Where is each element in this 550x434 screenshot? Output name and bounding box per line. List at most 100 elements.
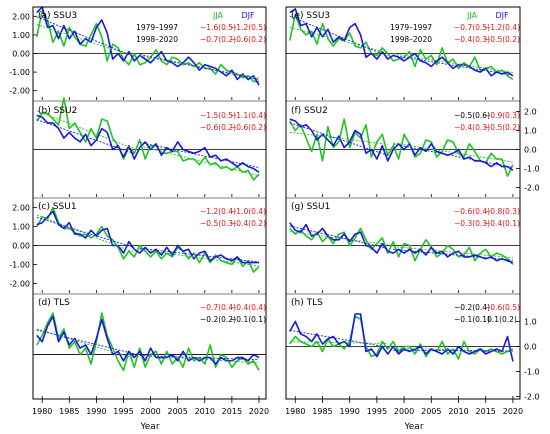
y-tick-label: -2.00 [9, 87, 30, 96]
y-tick-label: -1.0 [524, 368, 540, 377]
trend-line-djf [36, 216, 135, 249]
trend-line-jja [289, 131, 388, 145]
legend-djf: DJF [495, 11, 509, 20]
panel-title: (b) SSU2 [38, 106, 77, 116]
x-tick-label: 1995 [113, 407, 133, 416]
trend-line-djf [139, 247, 260, 263]
stat-djf: −0.6(0.5) [484, 303, 520, 312]
panel-g: (g) SSU1 −0.6(0.4)−0.8(0.3) −0.3(0.3)−0.4(… [286, 202, 520, 295]
trend-line-jja [139, 249, 260, 267]
stat-jja: −0.6(0.2) [200, 123, 236, 132]
panel-f: 2.0 1.0 0.0 -1.0 -2.0 (f) SSU2 −0.5(0.6)−0.9(0… [286, 106, 540, 199]
panel-title: (g) SSU1 [291, 202, 330, 212]
y-tick-label: 0.00 [12, 242, 30, 251]
y-tick-label: -1.0 [524, 165, 540, 174]
trend-line-djf [393, 349, 513, 352]
stat-jja: −0.7(0.5) [454, 23, 490, 32]
stat-jja: −0.2(0.4) [454, 303, 490, 312]
stat-djf: −1.0(0.4) [230, 207, 266, 216]
y-tick-label: 2.00 [12, 12, 30, 21]
stat-djf: −0.6(0.2) [230, 123, 266, 132]
stat-djf: −0.9(0.3) [484, 111, 520, 120]
period-label: 1998–2020 [390, 35, 432, 44]
stat-djf: 0.1(0.2) [487, 315, 517, 324]
series-line-djf [289, 313, 514, 362]
trend-line-jja [393, 142, 513, 163]
panel-e: (e) SSU3 JJA DJF 1979–1997 −0.7(0.5)−1.2(0.4… [286, 8, 520, 102]
y-tick-label: 0.0 [524, 343, 537, 352]
series-line-djf [36, 114, 260, 173]
y-tick-label: -2.0 [524, 184, 540, 193]
stat-djf: −1.2(0.4) [484, 23, 520, 32]
series-line-jja [36, 206, 260, 273]
x-tick-label: 2000 [140, 407, 160, 416]
axes-frame-right [285, 6, 521, 400]
series-line-djf [289, 222, 514, 264]
stat-jja: −0.2(0.2) [200, 315, 236, 324]
trend-line-djf [36, 119, 135, 155]
stat-djf: −0.8(0.3) [484, 207, 520, 216]
trend-line-djf [36, 16, 135, 58]
x-tick-label: 1990 [339, 407, 359, 416]
panel-a: 2.00 1.00 0.00 -1.00 -2.00 (a) SSU3 JJA DJF 1979… [9, 6, 266, 102]
trend-line-djf [393, 143, 514, 168]
stat-djf: −0.5(0.2) [484, 123, 520, 132]
series-line-jja [289, 227, 514, 266]
y-tick-label: 1.0 [524, 318, 537, 327]
x-tick-label: 1990 [86, 407, 106, 416]
trend-line-djf [289, 329, 388, 348]
stat-djf: −0.4(0.4) [230, 303, 266, 312]
trend-line-djf [289, 225, 388, 249]
y-tick-label: 0.0 [524, 146, 537, 155]
y-tick-label: 2.0 [524, 108, 537, 117]
stat-jja: −0.7(0.2) [200, 35, 236, 44]
trend-line-jja [139, 145, 260, 177]
stat-jja: −0.5(0.6) [454, 111, 490, 120]
y-tick-label: 2.00 [12, 204, 30, 213]
trend-line-jja [289, 231, 388, 245]
series-line-djf [289, 118, 514, 172]
x-tick-label: 2005 [167, 407, 187, 416]
x-axis-label-right: Year [403, 422, 423, 432]
y-tick-label: -1.00 [9, 261, 30, 270]
x-tick-label: 1995 [367, 407, 387, 416]
stat-jja: −1.6(0.5) [200, 23, 236, 32]
x-tick-label: 1985 [312, 407, 332, 416]
x-tick-label: 1980 [285, 407, 305, 416]
x-tick-label: 2015 [476, 407, 496, 416]
x-tick-label: 2015 [222, 407, 242, 416]
period-label: 1979–1997 [136, 23, 178, 32]
stat-jja: −0.4(0.3) [454, 35, 490, 44]
trend-line-djf [36, 329, 135, 355]
panel-title: (c) SSU1 [38, 202, 77, 212]
y-tick-label: -2.00 [9, 280, 30, 289]
panel-title: (h) TLS [291, 298, 323, 308]
stat-djf: −1.2(0.5) [230, 23, 266, 32]
x-tick-label: 2000 [394, 407, 414, 416]
stat-djf: −0.5(0.2) [484, 35, 520, 44]
x-tick-label: 2010 [195, 407, 215, 416]
panel-title: (a) SSU3 [38, 11, 77, 21]
stat-jja: −1.5(0.5) [200, 111, 236, 120]
trend-line-jja [393, 53, 513, 74]
series-line-jja [289, 315, 514, 360]
trend-line-djf [393, 54, 513, 76]
y-tick-label: -2.0 [524, 393, 540, 402]
trend-line-jja [139, 354, 259, 364]
x-tick-label: 2005 [421, 407, 441, 416]
trend-line-jja [393, 246, 513, 259]
panel-d: (d) TLS −0.7(0.4)−0.4(0.4) −0.2(0.2)−0.1(0… [33, 298, 266, 399]
stat-jja: −0.3(0.3) [454, 219, 490, 228]
x-tick-label: 2010 [448, 407, 468, 416]
x-tick-label: 1985 [59, 407, 79, 416]
stat-djf: −0.4(0.1) [484, 219, 520, 228]
series-line-jja [36, 97, 260, 181]
stat-jja: −0.7(0.4) [200, 303, 236, 312]
legend-jja: JJA [466, 11, 478, 20]
axes-frame-left [32, 6, 267, 400]
series-line-djf [289, 8, 514, 77]
series-line-jja [36, 9, 259, 83]
x-tick-label: 2020 [249, 407, 269, 416]
panel-b: (b) SSU2 −1.5(0.5)−1.1(0.4) −0.6(0.2)−0.6(… [33, 97, 266, 199]
